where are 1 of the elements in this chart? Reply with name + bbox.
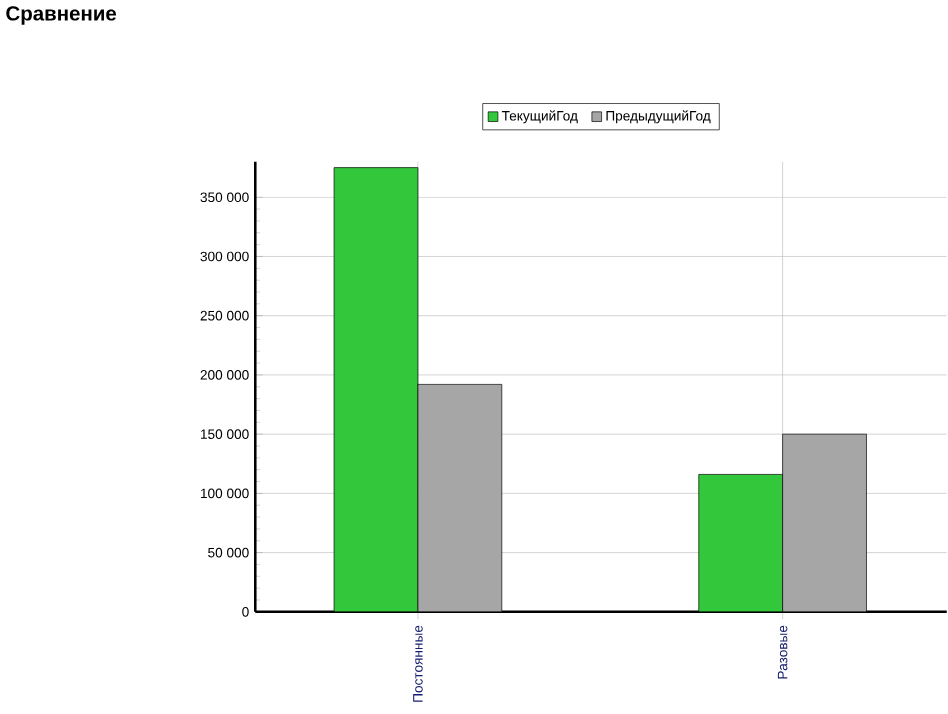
text: Сравнение: [6, 6, 117, 25]
